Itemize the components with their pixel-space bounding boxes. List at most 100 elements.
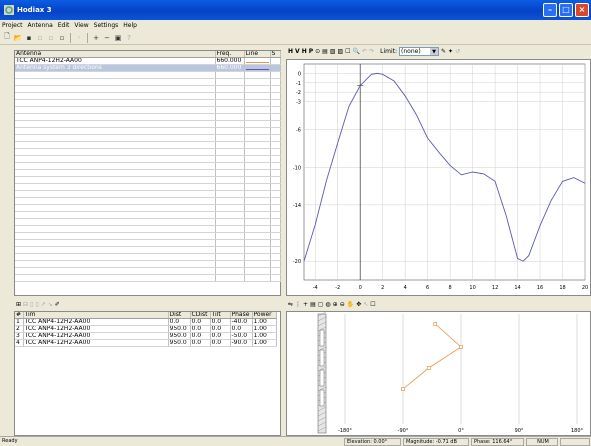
h-button[interactable]: H: [288, 48, 294, 55]
table-row[interactable]: 2 TCC ANP4-12H2-AA00 950.0 0.0 0.0 0.0 1.00: [15, 325, 277, 333]
globe-icon[interactable]: ◍: [325, 300, 331, 308]
col-dist[interactable]: Dist: [168, 312, 191, 319]
hatch: [317, 326, 327, 332]
move-icon[interactable]: ✥: [356, 300, 362, 308]
paste-icon[interactable]: ▫: [59, 33, 65, 42]
undo-icon[interactable]: ↶: [362, 48, 368, 55]
hand-icon[interactable]: ✋: [346, 300, 355, 308]
table-row[interactable]: TCC ANP4-12H2-AA00 660.000: [15, 57, 281, 65]
cross-icon[interactable]: +: [303, 300, 309, 308]
copy-icon[interactable]: ▫: [48, 33, 54, 42]
open-folder-icon[interactable]: 📂: [13, 33, 23, 42]
remove-icon[interactable]: −: [104, 33, 110, 42]
col-s[interactable]: S: [270, 51, 281, 58]
zoom-out-icon[interactable]: ⊖: [339, 300, 345, 308]
reset-icon[interactable]: ↺: [455, 48, 461, 55]
limit-select[interactable]: (none) ▼: [399, 47, 440, 56]
grid-icon[interactable]: ☐: [345, 48, 351, 55]
redo-icon[interactable]: ↷: [369, 48, 375, 55]
col-tim[interactable]: Tim: [23, 312, 169, 319]
chart-icon[interactable]: ▧: [329, 48, 336, 55]
delete-element-icon[interactable]: ⊟: [23, 300, 29, 308]
empty-row: [15, 141, 281, 149]
copy-element-icon[interactable]: ▯: [30, 300, 34, 308]
frame-icon[interactable]: ▢: [317, 300, 324, 308]
array-element: [319, 349, 325, 367]
arrow-up-icon[interactable]: ↗: [40, 300, 46, 308]
phase-point[interactable]: [426, 366, 431, 370]
empty-row: [15, 99, 281, 107]
status-ready: Ready: [2, 438, 18, 444]
chevron-down-icon: ▼: [430, 48, 439, 55]
print-icon[interactable]: ▫: [37, 33, 43, 42]
table-row[interactable]: 1 TCC ANP4-12H2-AA00 0.0 0.0 0.0 -40.0 1.00: [15, 318, 277, 326]
hatch: [317, 411, 327, 417]
window-icon[interactable]: ☐: [370, 300, 376, 308]
x-tick-label: 6: [426, 285, 429, 291]
settings-icon[interactable]: ✦: [448, 48, 454, 55]
edit-element-icon[interactable]: ✐: [54, 300, 60, 308]
x-tick-label: 12: [492, 285, 498, 291]
pen-icon[interactable]: ✎: [441, 48, 447, 55]
stack-icon[interactable]: ⋮: [295, 300, 302, 308]
cell: 4: [15, 339, 24, 347]
v-button[interactable]: V: [295, 48, 300, 55]
new-file-icon[interactable]: 🗋: [4, 32, 10, 40]
col-index[interactable]: #: [15, 312, 24, 319]
p-button[interactable]: P: [308, 48, 314, 55]
menu-help[interactable]: Help: [123, 22, 137, 29]
menu-edit[interactable]: Edit: [57, 22, 70, 29]
col-line[interactable]: Line: [244, 51, 271, 58]
zoom-icon[interactable]: 🔍: [352, 48, 361, 55]
overlay-icon[interactable]: ▨: [337, 48, 344, 55]
properties-icon[interactable]: ▣: [114, 33, 122, 42]
empty-row: [15, 267, 281, 275]
x-tick-label: 8: [449, 285, 452, 291]
h-cut-button[interactable]: H: [301, 48, 307, 55]
menu-settings[interactable]: Settings: [93, 22, 119, 29]
col-tilt[interactable]: Tilt: [210, 312, 231, 319]
empty-row: [15, 106, 281, 114]
pointer-icon[interactable]: ↖: [363, 300, 369, 308]
x-tick-label: -2: [335, 285, 340, 291]
elements-panel: # Tim Dist CDist Tilt Phase Power 1 TCC A…: [14, 311, 281, 436]
col-cdist[interactable]: CDist: [190, 312, 211, 319]
add-element-icon[interactable]: ⊞: [16, 300, 22, 308]
col-freq[interactable]: Freq.: [215, 51, 245, 58]
menu-view[interactable]: View: [74, 22, 89, 29]
col-phase[interactable]: Phase: [230, 312, 253, 319]
col-power[interactable]: Power: [252, 312, 277, 319]
add-icon[interactable]: +: [93, 33, 99, 42]
copy-plot-icon[interactable]: ▤: [310, 300, 316, 308]
phase-point[interactable]: [401, 387, 405, 391]
table-row[interactable]: Antenna system 3 directions 660.000: [15, 64, 281, 72]
move-up-icon[interactable]: ▯: [35, 300, 39, 308]
phase-point[interactable]: [459, 345, 463, 349]
zoom-in-icon[interactable]: ⊕: [332, 300, 338, 308]
empty-row: [15, 253, 281, 261]
table-row[interactable]: 4 TCC ANP4-12H2-AA00 950.0 0.0 0.0 -90.0 1.00: [15, 339, 277, 347]
cell: 2: [15, 325, 24, 333]
cartesian-icon[interactable]: ▤: [322, 48, 328, 55]
phase-plot: -180° -90° 0° 90° 180°: [317, 311, 584, 434]
save-icon[interactable]: ▪: [26, 33, 32, 42]
close-button[interactable]: ×: [575, 3, 589, 17]
table-row[interactable]: 3 TCC ANP4-12H2-AA00 950.0 0.0 0.0 -50.0 1.00: [15, 332, 277, 340]
cell: 0.0: [210, 318, 231, 326]
cell: 0.0: [210, 325, 231, 333]
help-icon[interactable]: ?: [127, 33, 131, 42]
split-icon[interactable]: ⇋: [288, 300, 294, 308]
minimize-button[interactable]: –: [543, 3, 557, 17]
antenna-icon[interactable]: ◦: [76, 33, 82, 42]
menu-project[interactable]: Project: [2, 22, 23, 29]
menu-antenna[interactable]: Antenna: [27, 22, 53, 29]
polar-icon[interactable]: ⊙: [315, 48, 321, 55]
arrow-down-icon[interactable]: ↘: [47, 300, 53, 308]
phase-point[interactable]: [433, 322, 438, 326]
maximize-button[interactable]: □: [559, 3, 573, 17]
col-antenna[interactable]: Antenna: [15, 51, 216, 58]
cell: 0.0: [230, 325, 253, 333]
antenna-freq: 660.000: [215, 64, 245, 72]
title-bar: Hodiax 3 – □ ×: [0, 0, 591, 20]
x-tick-label: 18: [559, 285, 565, 291]
